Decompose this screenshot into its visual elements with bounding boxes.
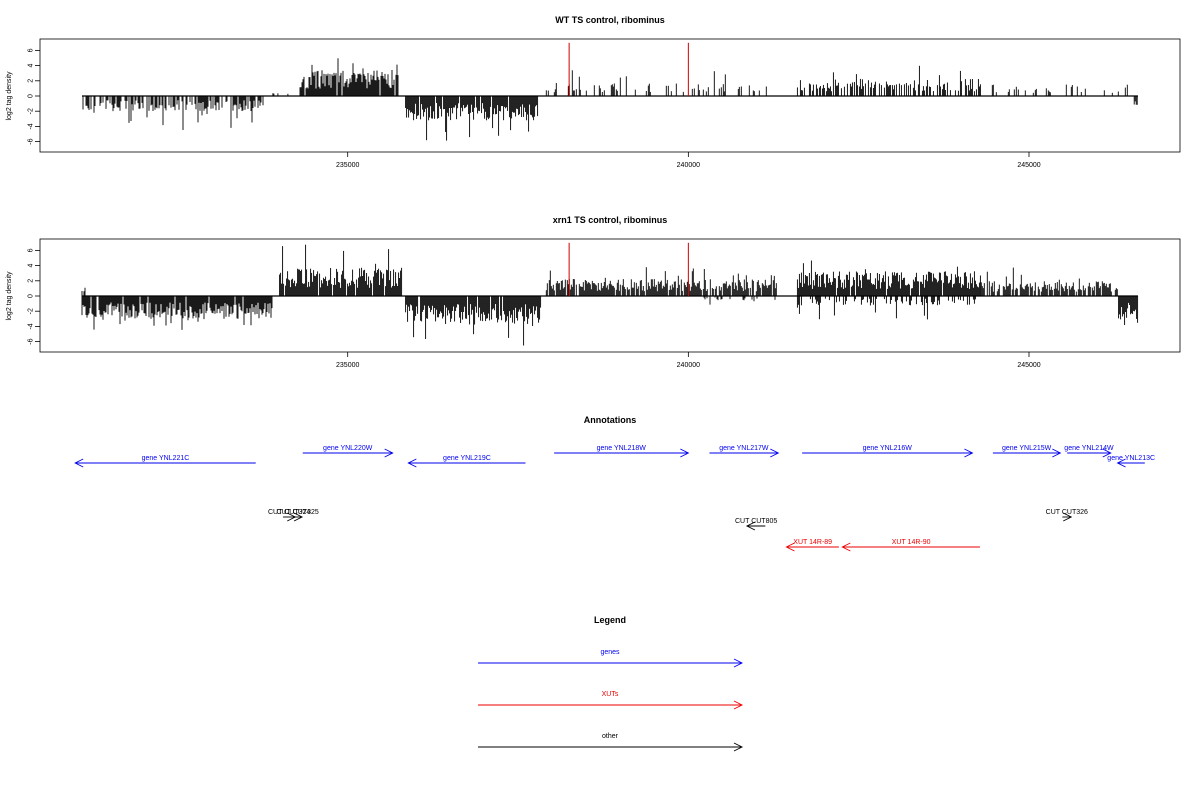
feature-label: CUT CUT324: [268, 509, 310, 516]
feature-arrowhead: [785, 542, 795, 552]
y-tick-label: 2: [28, 79, 35, 83]
x-tick-label: 245000: [1017, 162, 1040, 169]
y-tick-label: -4: [28, 123, 35, 129]
y-tick-label: 0: [28, 294, 35, 298]
feature-label: gene YNL216W: [863, 445, 913, 452]
feature-label: CUT CUT326: [1046, 509, 1088, 516]
feature-arrowhead: [74, 458, 84, 468]
y-tick-label: -6: [28, 138, 35, 144]
wt-track-title: WT TS control, ribominus: [555, 15, 665, 25]
x-tick-label: 240000: [677, 162, 700, 169]
annotation-feature: gene YNL217W: [709, 445, 780, 458]
xrn1-axes: -6 -4 -2 0 2 4 6 235000 240000 245000: [28, 248, 1041, 369]
feature-label: CUT CUT805: [735, 518, 777, 525]
feature-label: gene YNL213C: [1107, 455, 1155, 462]
y-tick-label: 2: [28, 279, 35, 283]
legend-arrowhead: [733, 658, 744, 668]
legend-item: genes: [478, 649, 744, 668]
annotation-feature: CUT CUT805: [735, 518, 777, 531]
feature-label: CUT CUT325: [276, 509, 318, 516]
x-tick-label: 245000: [1017, 362, 1040, 369]
xrn1-y-axis-label: log2 tag density: [6, 271, 13, 321]
feature-label: gene YNL217W: [719, 445, 769, 452]
feature-arrowhead: [384, 448, 394, 458]
feature-label: gene YNL215W: [1002, 445, 1052, 452]
feature-arrowhead: [745, 521, 756, 531]
y-tick-label: -2: [28, 108, 35, 114]
annotation-feature: gene YNL218W: [554, 445, 690, 458]
legend-arrowhead: [733, 700, 744, 710]
feature-label: XUT 14R-90: [892, 539, 931, 546]
feature-label: gene YNL218W: [597, 445, 647, 452]
feature-arrowhead: [1102, 448, 1112, 458]
feature-arrowhead: [1116, 458, 1126, 468]
y-tick-label: 6: [28, 248, 35, 252]
feature-label: gene YNL219C: [443, 455, 491, 462]
feature-arrowhead: [1052, 448, 1062, 458]
legend-panel: Legend genes XUTs other: [478, 615, 744, 752]
annotation-feature: CUT CUT325: [276, 509, 319, 522]
legend-label: other: [602, 733, 619, 740]
y-tick-label: 4: [28, 264, 35, 268]
legend-arrowhead: [733, 742, 744, 752]
annotation-feature: gene YNL221C: [74, 455, 256, 468]
y-tick-label: 0: [28, 94, 35, 98]
wt-y-axis-label: log2 tag density: [6, 71, 13, 121]
annotations-title: Annotations: [584, 415, 637, 425]
legend-item: XUTs: [478, 691, 744, 710]
annotation-features: gene YNL221C gene YNL220W gene YNL219C gene…: [74, 445, 1155, 552]
annotation-feature: gene YNL220W: [302, 445, 394, 458]
feature-arrowhead: [1063, 512, 1073, 522]
legend-label: XUTs: [602, 691, 619, 698]
xrn1-track-title: xrn1 TS control, ribominus: [553, 215, 668, 225]
annotation-feature: gene YNL213C: [1107, 455, 1155, 468]
wt-track-bars: [82, 42, 1138, 141]
annotation-feature: gene YNL214W: [1064, 445, 1114, 458]
annotation-feature: gene YNL216W: [802, 445, 974, 458]
wt-plot-frame: [39, 38, 1181, 153]
feature-label: gene YNL214W: [1064, 445, 1114, 452]
feature-arrowhead: [841, 542, 851, 552]
feature-arrowhead: [680, 448, 690, 458]
y-tick-label: -4: [28, 323, 35, 329]
wt-track-panel: WT TS control, ribominus log2 tag densit…: [6, 15, 1181, 169]
x-tick-label: 235000: [336, 362, 359, 369]
wt-axes: -6 -4 -2 0 2 4 6 235000 240000 245000: [28, 48, 1041, 169]
xrn1-track-bars: [81, 242, 1139, 346]
y-tick-label: 4: [28, 64, 35, 68]
annotation-feature: CUT CUT326: [1046, 509, 1088, 522]
legend-label: genes: [600, 649, 620, 656]
legend-title: Legend: [594, 615, 626, 625]
feature-arrowhead: [293, 512, 304, 522]
feature-label: gene YNL220W: [323, 445, 373, 452]
annotation-feature: gene YNL215W: [992, 445, 1062, 458]
x-tick-label: 240000: [677, 362, 700, 369]
feature-arrowhead: [407, 458, 417, 468]
xrn1-track-panel: xrn1 TS control, ribominus log2 tag dens…: [6, 215, 1181, 369]
feature-label: gene YNL221C: [142, 455, 190, 462]
legend-items: genes XUTs other: [478, 649, 744, 752]
y-tick-label: -6: [28, 338, 35, 344]
legend-item: other: [478, 733, 744, 752]
y-tick-label: -2: [28, 308, 35, 314]
x-tick-label: 235000: [336, 162, 359, 169]
y-tick-label: 6: [28, 48, 35, 52]
annotation-feature: XUT 14R-89: [785, 539, 839, 552]
feature-arrowhead: [964, 448, 974, 458]
annotation-feature: XUT 14R-90: [841, 539, 980, 552]
feature-label: XUT 14R-89: [793, 539, 832, 546]
xrn1-plot-frame: [39, 238, 1181, 353]
annotation-feature: gene YNL219C: [407, 455, 526, 468]
feature-arrowhead: [770, 448, 780, 458]
